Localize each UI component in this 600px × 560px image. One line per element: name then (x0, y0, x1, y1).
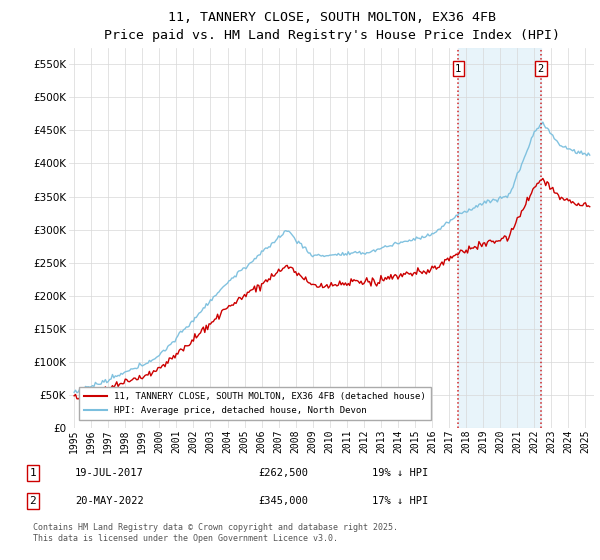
Title: 11, TANNERY CLOSE, SOUTH MOLTON, EX36 4FB
Price paid vs. HM Land Registry's Hous: 11, TANNERY CLOSE, SOUTH MOLTON, EX36 4F… (104, 11, 560, 42)
Text: 2: 2 (538, 63, 544, 73)
Bar (458, 48, 541, 428)
Legend: 11, TANNERY CLOSE, SOUTH MOLTON, EX36 4FB (detached house), HPI: Average price, : 11, TANNERY CLOSE, SOUTH MOLTON, EX36 4F… (79, 387, 431, 420)
Text: 19% ↓ HPI: 19% ↓ HPI (372, 468, 428, 478)
Text: 2: 2 (29, 496, 37, 506)
Text: £345,000: £345,000 (258, 496, 308, 506)
Text: 20-MAY-2022: 20-MAY-2022 (75, 496, 144, 506)
Text: 1: 1 (29, 468, 37, 478)
Text: Contains HM Land Registry data © Crown copyright and database right 2025.
This d: Contains HM Land Registry data © Crown c… (33, 524, 398, 543)
Text: 1: 1 (455, 63, 461, 73)
Text: £262,500: £262,500 (258, 468, 308, 478)
Text: 19-JUL-2017: 19-JUL-2017 (75, 468, 144, 478)
Text: 17% ↓ HPI: 17% ↓ HPI (372, 496, 428, 506)
